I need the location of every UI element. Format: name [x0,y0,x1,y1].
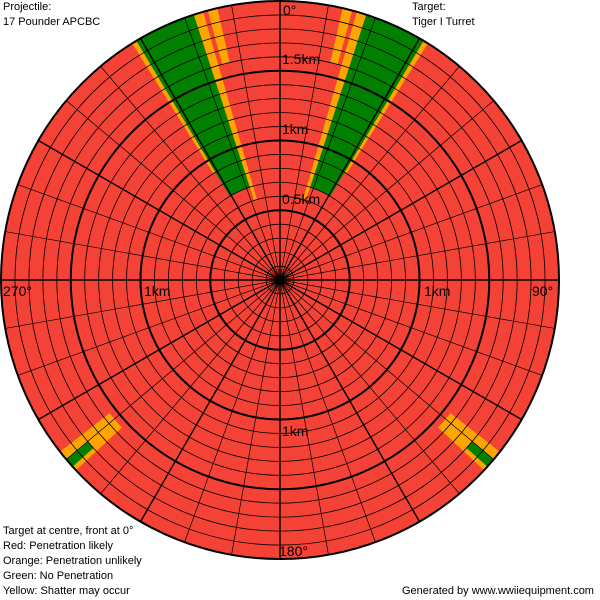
projectile-name: 17 Pounder APCBC [3,16,101,28]
minor-radial-line [100,279,281,494]
minor-radial-line [17,184,281,281]
sector-penetration-unlikely-2 [132,40,216,174]
minor-radial-line [279,231,555,281]
major-radial-line [279,279,522,421]
major-radial-line [139,279,281,522]
angle-label-0: 0° [283,2,296,18]
major-radial-line [279,279,421,522]
minor-radial-line [279,279,376,543]
minor-radial-line [279,279,555,329]
legend-line-target: Target at centre, front at 0° [3,525,134,537]
minor-radial-line [279,66,460,281]
legend-line-yellow: Yellow: Shatter may occur [3,585,130,597]
angle-label-90: 90° [532,283,553,299]
minor-radial-line [184,17,281,281]
minor-radial-line [279,279,543,376]
major-radial-line [139,38,281,281]
minor-radial-line [5,231,281,281]
projectile-label: Projectile: [3,1,52,13]
minor-radial-line [17,279,281,376]
minor-radial-line [66,279,281,460]
minor-radial-line [279,184,543,281]
minor-radial-line [231,279,281,555]
major-radial-line [279,38,421,281]
minor-radial-line [279,5,329,281]
angle-label-180: 180° [279,543,308,559]
sector-penetration-unlikely-3 [193,11,257,201]
target-label: Target: [412,1,446,13]
sector-penetration-unlikely-6 [303,11,367,201]
minor-radial-line [5,279,281,329]
range-label-0-5km: 0.5km [282,191,320,207]
legend-line-orange: Orange: Penetration unlikely [3,555,142,567]
major-radial-line [279,139,522,281]
minor-radial-line [100,66,281,281]
range-label-1-5km: 1.5km [282,51,320,67]
range-label-1km-right: 1km [424,283,450,299]
footer-credit: Generated by www.wwiiequipment.com [402,585,594,597]
major-radial-line [38,279,281,421]
grid-layer [0,0,560,560]
range-label-1km-bottom: 1km [282,423,308,439]
target-name: Tiger I Turret [412,16,475,28]
legend-line-red: Red: Penetration likely [3,540,114,552]
major-radial-line [38,139,281,281]
minor-radial-line [184,279,281,543]
legend-line-green: Green: No Penetration [3,570,114,582]
range-label-1km-top: 1km [282,121,308,137]
angle-label-270: 270° [3,283,32,299]
range-label-1km-left: 1km [144,283,170,299]
minor-radial-line [279,279,329,555]
sector-penetration-unlikely-7 [344,40,428,174]
minor-radial-line [279,279,494,460]
minor-radial-line [231,5,281,281]
minor-radial-line [279,17,376,281]
minor-radial-line [279,279,460,494]
minor-radial-line [279,100,494,281]
minor-radial-line [66,100,281,281]
axis-label-layer: 0° 90° 180° 270° 1.5km 1km 0.5km 1km 1km… [3,2,553,559]
